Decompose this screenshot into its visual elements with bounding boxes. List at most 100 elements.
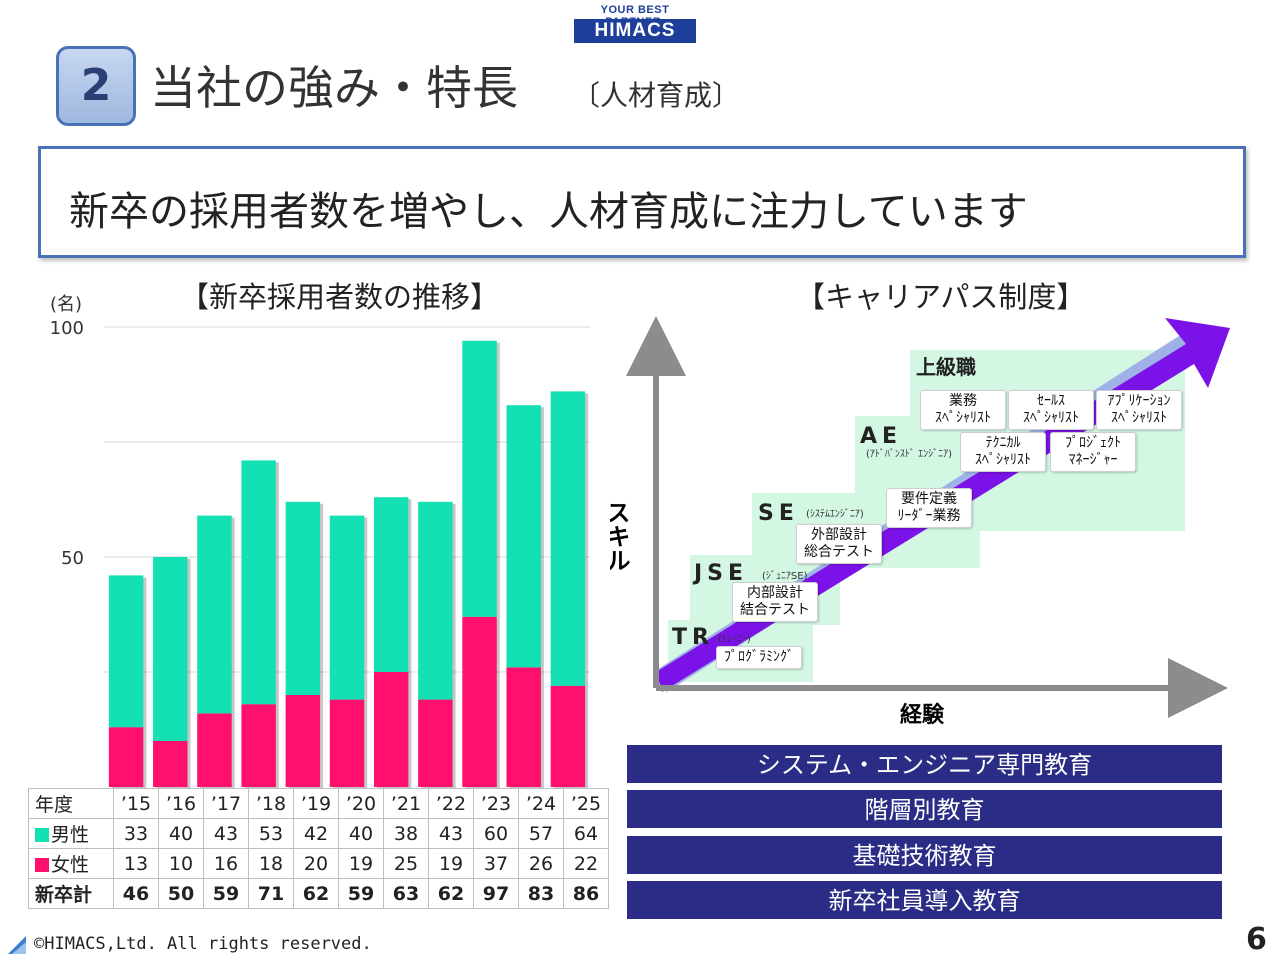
bar-male [462,340,497,617]
table-cell-female: 26 [518,848,564,879]
box-project-line2: ﾏﾈｰｼﾞｬｰ [1068,452,1118,468]
male-legend-swatch [35,828,49,842]
table-cell-male: 53 [248,818,294,849]
box-requirements-line2: ﾘｰﾀﾞｰ業務 [897,508,961,524]
page-title: 当社の強み・特長 [150,61,518,115]
box-sales-specialist: ｾｰﾙｽ ｽﾍﾟｼｬﾘｽﾄ [1008,390,1094,430]
table-cell-male: 40 [158,818,204,849]
table-cell-male: 40 [338,818,384,849]
hiring-chart: (名) 50 100 [50,294,590,789]
box-project-manager: ﾌﾟﾛｼﾞｪｸﾄ ﾏﾈｰｼﾞｬｰ [1050,432,1136,472]
table-cell-year: ’20 [338,788,384,819]
education-bar-new-grad: 新卒社員導入教育 [627,881,1222,919]
table-cell-year: ’19 [293,788,339,819]
table-cell-female: 22 [563,848,609,879]
table-cell-year: ’25 [563,788,609,819]
page-number: 6 [1246,922,1267,957]
female-legend-label: 女性 [51,854,90,876]
box-sales-line2: ｽﾍﾟｼｬﾘｽﾄ [1023,410,1079,426]
bar-female [329,699,365,787]
level-note-jse: (ｼﾞｭﾆｱSE) [762,570,808,582]
table-cell-male: 57 [518,818,564,849]
chart-title: 【新卒採用者数の推移】 [180,280,500,314]
box-application-line2: ｽﾍﾟｼｬﾘｽﾄ [1111,410,1167,426]
hiring-data-table: 年度 ’15’16’17’18’19’20’21’22’23’24’25 男性 … [28,788,609,909]
table-cell-total: 86 [563,878,609,909]
table-cell-year: ’15 [113,788,159,819]
bar-female [108,727,144,787]
level-code-senior: 上級職 [916,355,976,379]
table-cell-year: ’22 [428,788,474,819]
table-header-male: 男性 [28,818,114,849]
level-note-ae: (ｱﾄﾞﾊﾞﾝｽﾄﾞ ｴﾝｼﾞﾆｱ) [866,448,952,460]
box-requirements: 要件定義 ﾘｰﾀﾞｰ業務 [886,488,972,528]
y-tick-label: 50 [61,548,84,569]
bar-male [153,557,188,741]
bar-male [329,515,365,700]
box-business-specialist: 業務 ｽﾍﾟｼｬﾘｽﾄ [920,390,1006,430]
copyright-text: ©HIMACS,Ltd. All rights reserved. [34,934,372,954]
table-cell-year: ’23 [473,788,519,819]
level-code-tr: TR [672,625,714,650]
box-requirements-line1: 要件定義 [901,491,957,507]
table-cell-female: 19 [428,848,474,879]
box-external-design: 外部設計 総合テスト [796,524,882,564]
table-cell-female: 37 [473,848,519,879]
table-header-female: 女性 [28,848,114,879]
table-cell-year: ’18 [248,788,294,819]
table-cell-female: 10 [158,848,204,879]
table-cell-male: 64 [563,818,609,849]
table-cell-male: 33 [113,818,159,849]
company-logo: YOUR BEST PARTNER. HIMACS [572,4,698,44]
table-cell-male: 43 [203,818,249,849]
table-cell-female: 18 [248,848,294,879]
message-banner: 新卒の採用者数を増やし、人材育成に注力しています [38,146,1246,258]
career-title: 【キャリアパス制度】 [796,280,1086,314]
y-axis-label: スキル [610,500,630,572]
bar-female [550,685,586,787]
bar-male [108,575,144,728]
table-cell-year: ’24 [518,788,564,819]
table-cell-total: 97 [473,878,519,909]
table-cell-year: ’21 [383,788,429,819]
bar-male [241,460,276,705]
box-internal-design: 内部設計 結合テスト [732,582,818,622]
box-project-line1: ﾌﾟﾛｼﾞｪｸﾄ [1065,435,1121,451]
table-cell-female: 13 [113,848,159,879]
x-axis-label: 経験 [900,702,945,728]
female-legend-swatch [35,858,49,872]
bar-male [550,391,586,686]
table-cell-female: 20 [293,848,339,879]
bar-female [462,616,497,787]
table-cell-total: 59 [338,878,384,909]
bar-female [418,699,453,787]
bar-female [373,672,409,787]
bar-male [506,405,541,668]
table-cell-total: 62 [293,878,339,909]
education-bar-se: システム・エンジニア専門教育 [627,745,1222,783]
table-row-total: 新卒計 46 50 59 71 62 59 63 62 97 83 86 [28,878,609,909]
bar-male [373,497,409,672]
level-code-jse: JSE [692,561,748,586]
box-business-line2: ｽﾍﾟｼｬﾘｽﾄ [935,410,991,426]
logo-name: HIMACS [574,19,696,43]
box-application-line1: ｱﾌﾟﾘｹｰｼｮﾝ [1107,393,1171,409]
table-cell-total: 59 [203,878,249,909]
male-legend-label: 男性 [51,824,90,846]
box-technical-line2: ｽﾍﾟｼｬﾘｽﾄ [975,452,1031,468]
box-external-design-line2: 総合テスト [804,544,874,560]
box-external-design-line1: 外部設計 [811,527,867,543]
bar-female [285,695,321,787]
y-axis-unit: (名) [50,294,82,315]
table-cell-male: 42 [293,818,339,849]
level-code-se: SE [758,501,799,526]
table-cell-male: 60 [473,818,519,849]
page-subtitle: 〔人材育成〕 [572,79,741,112]
table-cell-female: 16 [203,848,249,879]
footer-logo-icon [8,936,26,954]
level-code-ae: AE [860,424,902,449]
bar-female [197,713,232,787]
table-cell-total: 63 [383,878,429,909]
banner-text: 新卒の採用者数を増やし、人材育成に注力しています [69,189,1028,235]
level-note-tr: (ﾄﾚｰﾆｰ) [718,634,751,645]
